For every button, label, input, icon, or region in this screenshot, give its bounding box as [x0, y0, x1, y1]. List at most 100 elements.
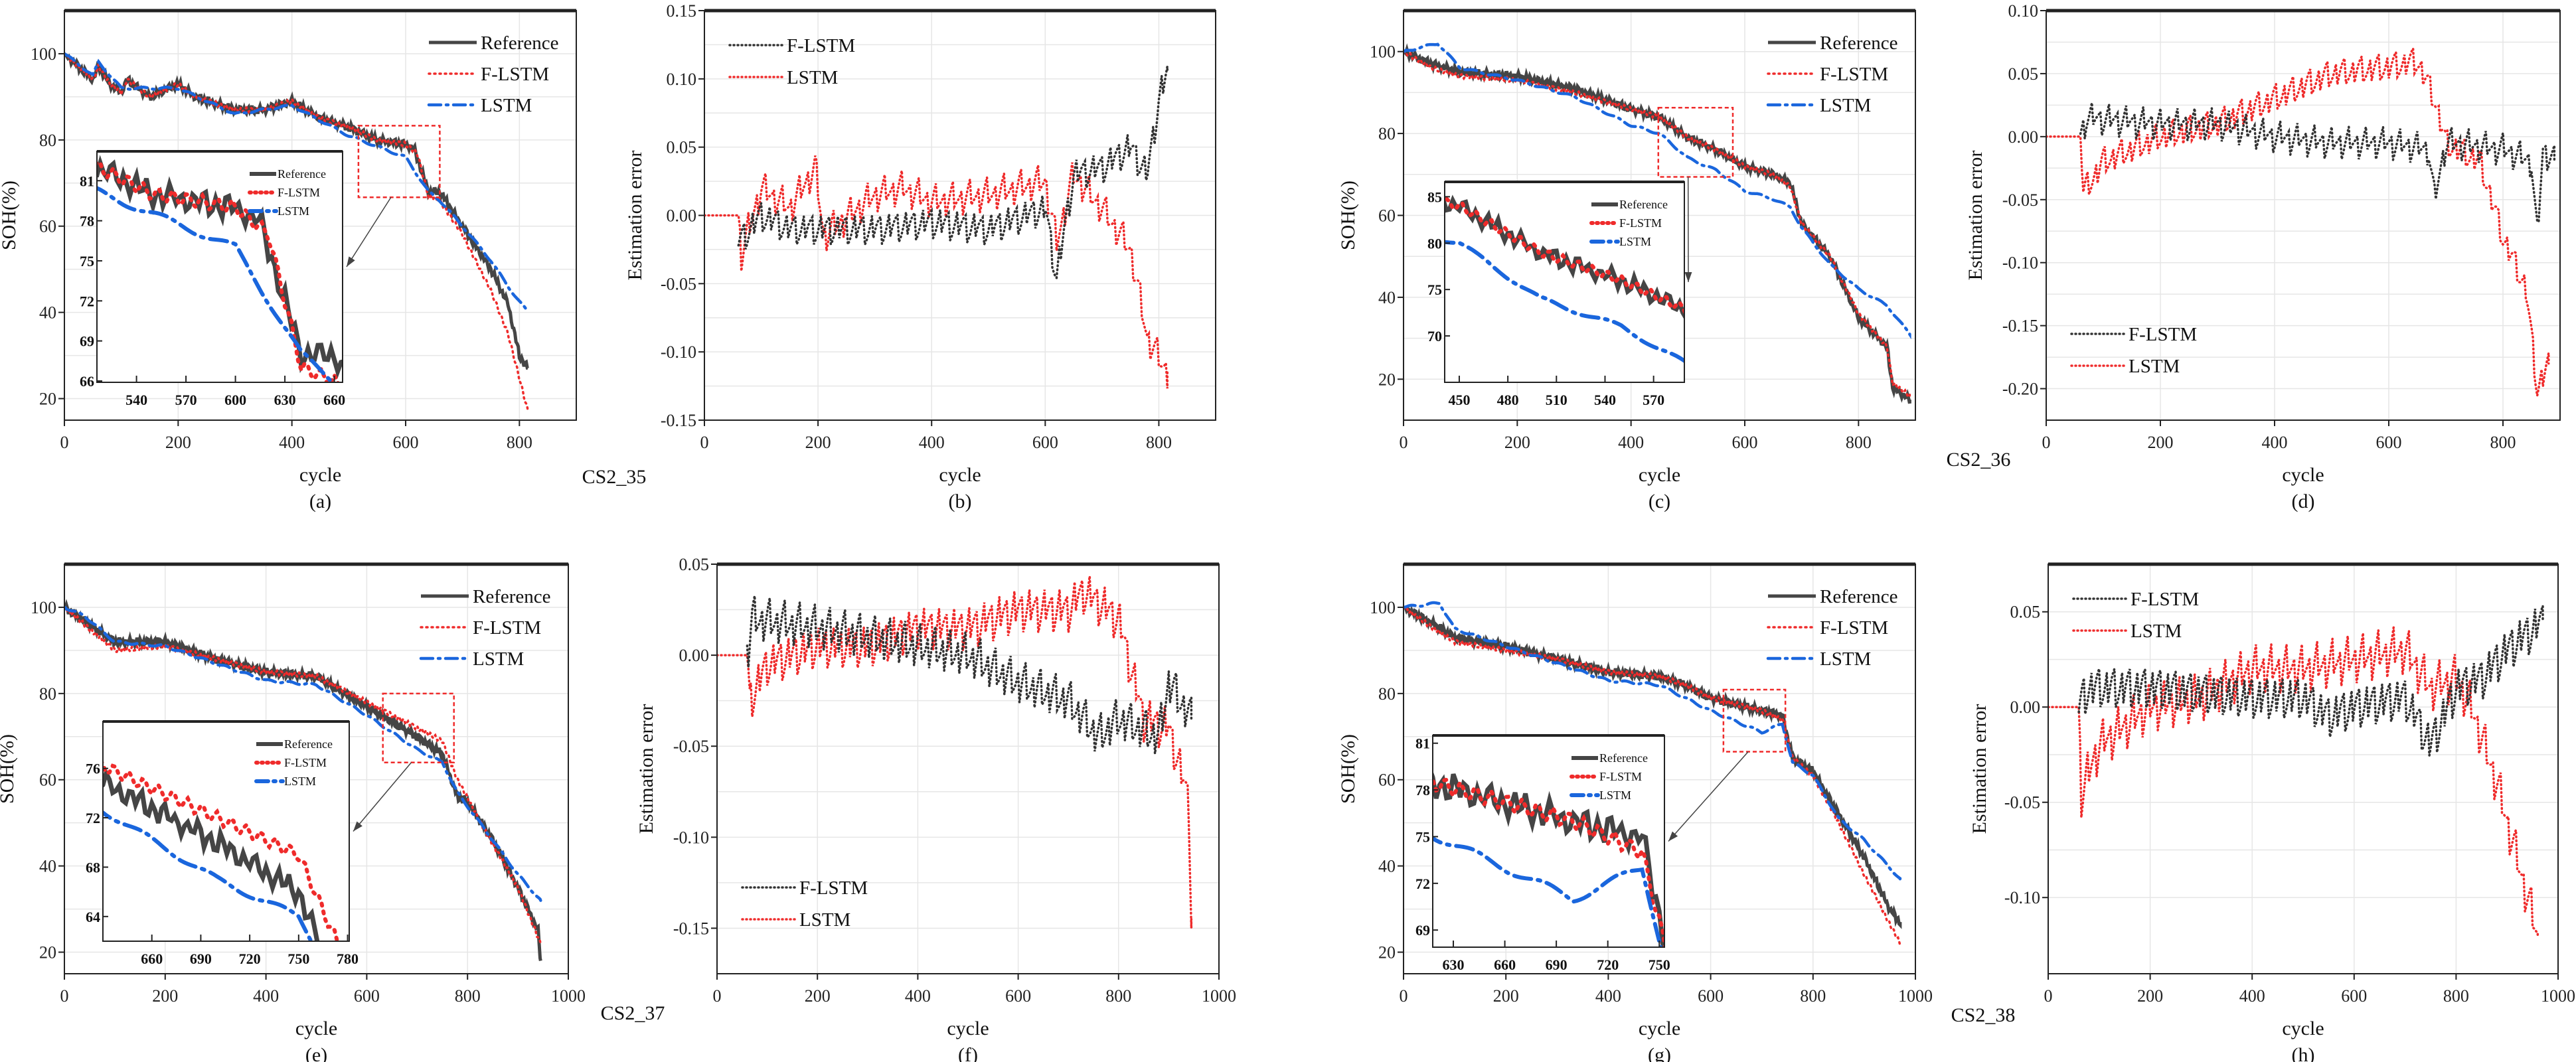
- y-tick-label: 0.05: [679, 555, 710, 574]
- x-tick-label: 800: [1105, 986, 1131, 1006]
- x-tick-label: 0: [2044, 986, 2053, 1006]
- legend-label: F-LSTM: [473, 617, 541, 639]
- inset-y-tick-label: 72: [86, 810, 100, 826]
- inset-x-tick-label: 510: [1546, 392, 1568, 408]
- x-tick-label: 800: [1146, 433, 1172, 452]
- y-tick-label: -0.05: [673, 737, 709, 756]
- x-tick-label: 400: [905, 986, 931, 1006]
- inset-series-lstm: [97, 186, 335, 382]
- series-f-lstm: [1404, 605, 1901, 946]
- panel-caption: (b): [949, 491, 972, 512]
- zoom-arrow: [1668, 751, 1749, 842]
- y-tick-label: 40: [39, 303, 56, 323]
- series-lstm: [717, 575, 1193, 929]
- y-tick-label: 60: [39, 217, 56, 236]
- series-f-lstm: [64, 52, 529, 413]
- inset-series-reference: [103, 767, 320, 941]
- zoom-arrowhead-icon: [347, 256, 355, 267]
- legend: F-LSTM LSTM: [2070, 324, 2197, 377]
- x-tick-label: 400: [2239, 986, 2265, 1006]
- series-f-lstm: [737, 66, 1169, 281]
- legend-label: LSTM: [2131, 621, 2182, 642]
- inset-series-f-lstm: [103, 760, 339, 941]
- y-axis-label: Estimation error: [1969, 704, 1990, 834]
- inset-x-tick-label: 780: [337, 950, 359, 967]
- x-axis-label: cycle: [947, 1018, 989, 1039]
- inset-y-tick-label: 70: [1427, 328, 1442, 344]
- inset-legend-label: LSTM: [1619, 235, 1651, 248]
- legend: Reference F-LSTM LSTM: [1766, 33, 1898, 116]
- inset-legend-label: Reference: [278, 167, 326, 181]
- y-tick-label: -0.10: [2002, 254, 2038, 273]
- y-tick-label: 0.05: [2008, 64, 2039, 84]
- inset-legend-label: Reference: [1619, 198, 1668, 211]
- y-tick-label: -0.10: [2004, 888, 2040, 907]
- x-tick-label: 0: [2042, 433, 2051, 452]
- inset-x-tick-label: 690: [190, 950, 212, 967]
- inset-x-tick-label: 570: [175, 392, 197, 408]
- legend: F-LSTM LSTM: [728, 35, 855, 88]
- inset-plot-area: [1445, 194, 1684, 364]
- x-tick-label: 0: [60, 433, 69, 452]
- x-tick-label: 800: [1846, 433, 1872, 452]
- legend: F-LSTM LSTM: [741, 877, 868, 931]
- inset-chart: 450 480 510 540 570 70 75 80 85 Reference F-LSTM LS…: [1427, 181, 1685, 408]
- zoom-arrowhead-icon: [353, 821, 362, 832]
- x-tick-label: 0: [1400, 433, 1408, 452]
- inset-chart: 660 690 720 750 780 64 68 72 76 Reference F-LSTM LS…: [86, 720, 359, 967]
- y-tick-label: 100: [1370, 598, 1396, 617]
- legend-label: LSTM: [1820, 95, 1871, 116]
- inset-legend-label: F-LSTM: [284, 756, 327, 769]
- x-axis-label: cycle: [2282, 464, 2324, 486]
- x-tick-label: 1000: [2541, 986, 2575, 1006]
- y-tick-label: 20: [1378, 370, 1396, 389]
- y-tick-label: 0.05: [667, 138, 697, 157]
- inset-chart: 540 570 600 630 660 66 69 72 75 78 81 Reference F-LS…: [80, 150, 345, 408]
- y-tick-label: 0.05: [2010, 603, 2041, 622]
- legend-label: Reference: [1820, 586, 1898, 607]
- x-tick-label: 400: [1595, 986, 1621, 1006]
- inset-plot-area: [1433, 770, 1664, 947]
- zoom-region-box: [382, 692, 455, 764]
- chart-g: 0 200 400 600 800 1000 20 40 60 80 100 cycle (g) SOH(…: [1337, 562, 1933, 1062]
- inset-series-f-lstm: [97, 160, 340, 382]
- legend-label: Reference: [481, 33, 559, 54]
- x-tick-label: 200: [1504, 433, 1530, 452]
- inset-x-tick-label: 660: [141, 950, 163, 967]
- inset-x-tick-label: 750: [287, 950, 309, 967]
- group-label-cs2-36: CS2_36: [1947, 449, 2011, 471]
- inset-legend-label: LSTM: [1599, 789, 1631, 802]
- group-label-cs2-35: CS2_35: [582, 466, 647, 488]
- inset-y-tick-label: 64: [86, 909, 100, 925]
- inset-y-tick-label: 69: [1415, 922, 1430, 939]
- x-tick-label: 600: [393, 433, 419, 452]
- y-axis-label: Estimation error: [624, 151, 646, 281]
- inset-legend-label: F-LSTM: [1599, 770, 1642, 783]
- inset-x-tick-label: 540: [125, 392, 147, 408]
- x-tick-label: 0: [60, 986, 69, 1006]
- y-tick-label: -0.15: [2002, 317, 2038, 336]
- inset-y-tick-label: 75: [1415, 828, 1430, 845]
- inset-y-tick-label: 85: [1427, 189, 1442, 205]
- inset-series-lstm: [103, 810, 313, 941]
- x-axis-label: cycle: [299, 464, 341, 486]
- x-tick-label: 200: [805, 433, 831, 452]
- y-tick-label: 40: [39, 857, 56, 876]
- inset-x-tick-label: 660: [323, 392, 345, 408]
- inset-x-tick-label: 660: [1494, 956, 1516, 973]
- inset-x-tick-label: 450: [1448, 392, 1470, 408]
- group-label-cs2-37: CS2_37: [601, 1002, 665, 1024]
- legend: Reference F-LSTM LSTM: [419, 586, 551, 670]
- inset-chart: 630 660 690 720 750 69 72 75 78 81 Reference F-LSTM…: [1415, 734, 1670, 973]
- group-label-cs2-38: CS2_38: [1951, 1004, 2016, 1026]
- series-f-lstm: [2079, 102, 2556, 224]
- zoom-region-box: [1657, 106, 1734, 178]
- plot-area: [64, 52, 530, 413]
- inset-x-tick-label: 720: [1597, 956, 1619, 973]
- inset-series-lstm: [1433, 836, 1663, 947]
- legend-label: Reference: [1820, 33, 1898, 54]
- x-axis-label: cycle: [1639, 464, 1680, 486]
- x-tick-label: 1000: [1202, 986, 1236, 1006]
- series-f-lstm: [64, 606, 542, 945]
